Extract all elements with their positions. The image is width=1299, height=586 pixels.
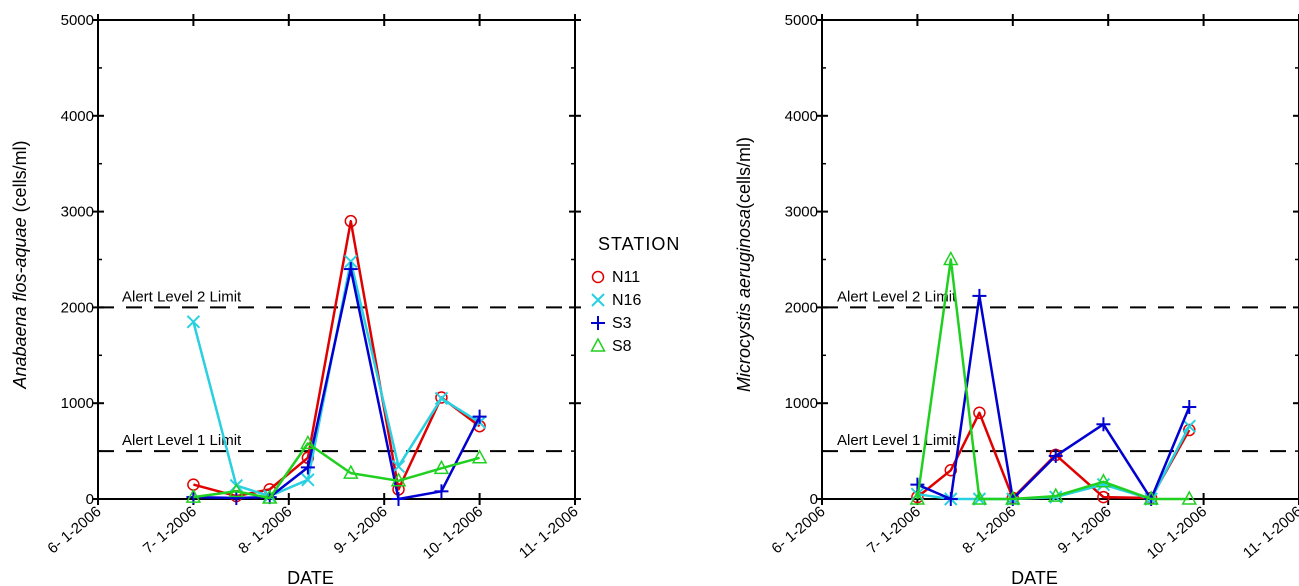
legend-marker-s3 <box>591 316 605 330</box>
data-point-s8 <box>1143 490 1159 505</box>
data-point-n16 <box>301 473 315 487</box>
legend-label: N11 <box>612 269 640 286</box>
data-point-s8 <box>971 490 988 505</box>
legend-marker-n16 <box>591 293 605 307</box>
data-point-s8 <box>943 250 959 266</box>
data-point-s8 <box>1047 487 1064 502</box>
legend-item-n16: N16 <box>591 292 641 309</box>
data-point-s8 <box>471 449 488 464</box>
x-tick-label: 8- 1-2006 <box>235 503 295 557</box>
y-axis-title-species: Anabaena flos-aquae <box>10 217 30 389</box>
legend-item-s3: S3 <box>591 315 632 332</box>
data-point-n16 <box>391 459 406 474</box>
legend-label: S8 <box>612 338 632 355</box>
chart-anabaena: Alert Level 2 Limit Alert Level 1 Limit 0 1… <box>10 12 582 586</box>
data-point-s8 <box>433 459 450 475</box>
x-tick-label: 10- 1-2006 <box>1144 503 1211 563</box>
data-point-s8 <box>390 472 407 487</box>
data-point-s8 <box>1181 490 1198 505</box>
data-point-s8 <box>1005 490 1021 505</box>
legend-item-s8: S8 <box>590 337 632 355</box>
y-axis-title: Microcystis aeruginosa(cells/ml) <box>734 137 754 392</box>
data-point-n16 <box>1182 419 1196 433</box>
x-tick-label: 11- 1-2006 <box>516 503 582 562</box>
x-tick-label: 6- 1-2006 <box>768 503 828 557</box>
data-point-s3 <box>391 492 406 506</box>
x-tick-label: 9- 1-2006 <box>331 503 391 557</box>
data-point-s8 <box>300 434 316 450</box>
data-point-s3 <box>229 491 244 506</box>
data-point-n11 <box>1097 490 1110 504</box>
data-point-s8 <box>185 488 202 503</box>
data-point-s3 <box>472 409 487 424</box>
data-point-s3 <box>972 288 987 303</box>
data-point-s8 <box>261 489 278 504</box>
x-tick-label: 7- 1-2006 <box>140 503 200 557</box>
y-tick-label: 2000 <box>785 299 818 316</box>
x-tick-label: 6- 1-2006 <box>44 503 104 557</box>
series-line-n11 <box>193 219 481 498</box>
data-point-s3 <box>300 460 315 475</box>
alert-label: Alert Level 1 Limit <box>837 432 957 449</box>
data-point-n11 <box>1183 423 1196 437</box>
y-tick-label: 5000 <box>61 12 94 29</box>
series-line-s8 <box>193 442 480 500</box>
data-point-s3 <box>434 484 449 499</box>
x-axis-title: DATE <box>287 568 334 586</box>
y-tick-label: 0 <box>86 491 94 508</box>
y-tick-label: 2000 <box>61 299 94 316</box>
alert-label: Alert Level 1 Limit <box>122 432 242 449</box>
y-tick-label: 4000 <box>61 108 94 125</box>
alert-label: Alert Level 2 Limit <box>122 288 242 305</box>
data-point-s3 <box>943 492 958 506</box>
data-point-n11 <box>344 214 358 228</box>
y-tick-label: 1000 <box>785 395 818 412</box>
legend-label: S3 <box>612 315 632 332</box>
data-point-n16 <box>434 391 449 406</box>
legend-marker-n11 <box>591 270 605 284</box>
data-point-n11 <box>973 406 986 420</box>
data-point-s8 <box>228 482 245 498</box>
x-axis-title: DATE <box>1011 568 1058 586</box>
legend-label: N16 <box>612 292 641 309</box>
x-tick-label: 9- 1-2006 <box>1055 503 1115 557</box>
y-axis-title: Anabaena flos-aquae (cells/ml) <box>10 140 30 389</box>
x-tick-label: 10- 1-2006 <box>420 503 487 563</box>
legend-marker-s8 <box>590 337 606 352</box>
x-tick-label: 7- 1-2006 <box>864 503 924 557</box>
y-tick-label: 1000 <box>61 395 94 412</box>
data-point-s3 <box>1048 448 1063 463</box>
y-axis-title-unit: (cells/ml) <box>734 137 754 209</box>
data-point-s8 <box>1095 473 1112 488</box>
y-tick-label: 4000 <box>785 108 818 125</box>
x-tick-label: 8- 1-2006 <box>959 503 1019 557</box>
legend: STATION N11 N16 S3 S8 <box>590 234 680 355</box>
legend-title: STATION <box>598 234 680 254</box>
x-tick-label: 11- 1-2006 <box>1240 503 1299 562</box>
y-axis-title-species: Microcystis aeruginosa <box>734 209 754 392</box>
y-tick-label: 0 <box>810 491 818 508</box>
data-point-s3 <box>1182 400 1197 415</box>
data-point-n11 <box>944 464 958 477</box>
series-line-n16 <box>917 425 1191 501</box>
data-point-s8 <box>909 490 926 505</box>
y-axis-title-unit: (cells/ml) <box>10 140 30 217</box>
series-line-s3 <box>916 294 1191 501</box>
alert-label: Alert Level 2 Limit <box>837 288 957 305</box>
legend-item-n11: N11 <box>591 269 640 286</box>
chart-microcystis: Alert Level 2 Limit Alert Level 1 Limit 0 1… <box>734 12 1299 586</box>
data-point-n16 <box>344 254 358 269</box>
data-point-s3 <box>1096 417 1111 432</box>
y-tick-label: 3000 <box>785 204 818 221</box>
y-tick-label: 5000 <box>785 12 818 29</box>
y-tick-label: 3000 <box>61 204 94 221</box>
series-line-s8 <box>916 258 1190 501</box>
data-point-n11 <box>435 391 448 404</box>
data-point-s8 <box>343 464 359 479</box>
data-point-s3 <box>910 477 925 492</box>
data-point-n16 <box>186 315 201 329</box>
data-point-s3 <box>343 262 358 277</box>
